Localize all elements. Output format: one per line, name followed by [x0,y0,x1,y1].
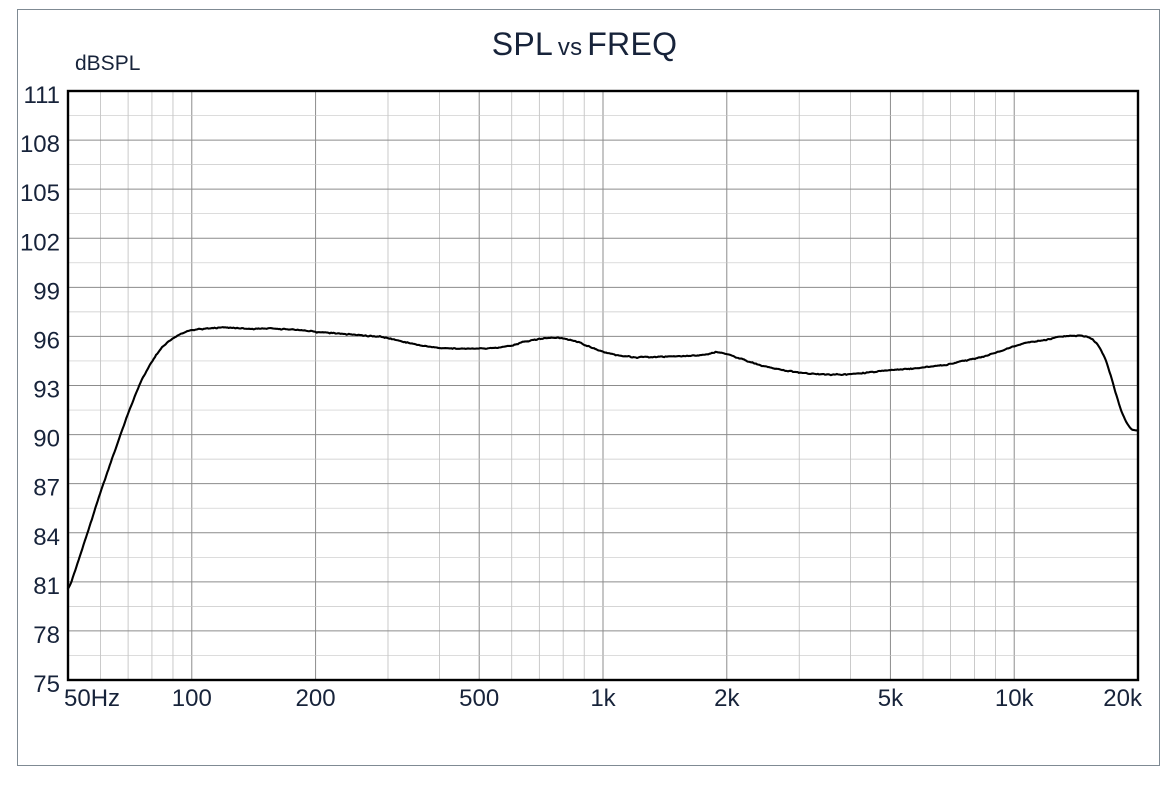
svg-text:108: 108 [20,131,60,158]
svg-text:87: 87 [33,475,60,502]
svg-text:84: 84 [33,524,60,551]
svg-text:111: 111 [24,82,60,109]
svg-text:90: 90 [33,426,60,453]
svg-text:5k: 5k [878,685,904,712]
svg-text:20k: 20k [1103,685,1143,712]
svg-text:78: 78 [33,622,60,649]
svg-text:200: 200 [296,685,336,712]
svg-text:1k: 1k [590,685,616,712]
svg-text:50Hz: 50Hz [64,685,120,712]
svg-text:100: 100 [172,685,212,712]
svg-text:75: 75 [33,671,60,698]
svg-text:500: 500 [459,685,499,712]
svg-text:96: 96 [33,327,60,354]
svg-text:2k: 2k [714,685,740,712]
svg-text:105: 105 [20,180,60,207]
svg-text:81: 81 [33,573,60,600]
svg-text:93: 93 [33,377,60,404]
svg-text:102: 102 [20,229,60,256]
svg-text:10k: 10k [995,685,1035,712]
svg-text:99: 99 [33,278,60,305]
